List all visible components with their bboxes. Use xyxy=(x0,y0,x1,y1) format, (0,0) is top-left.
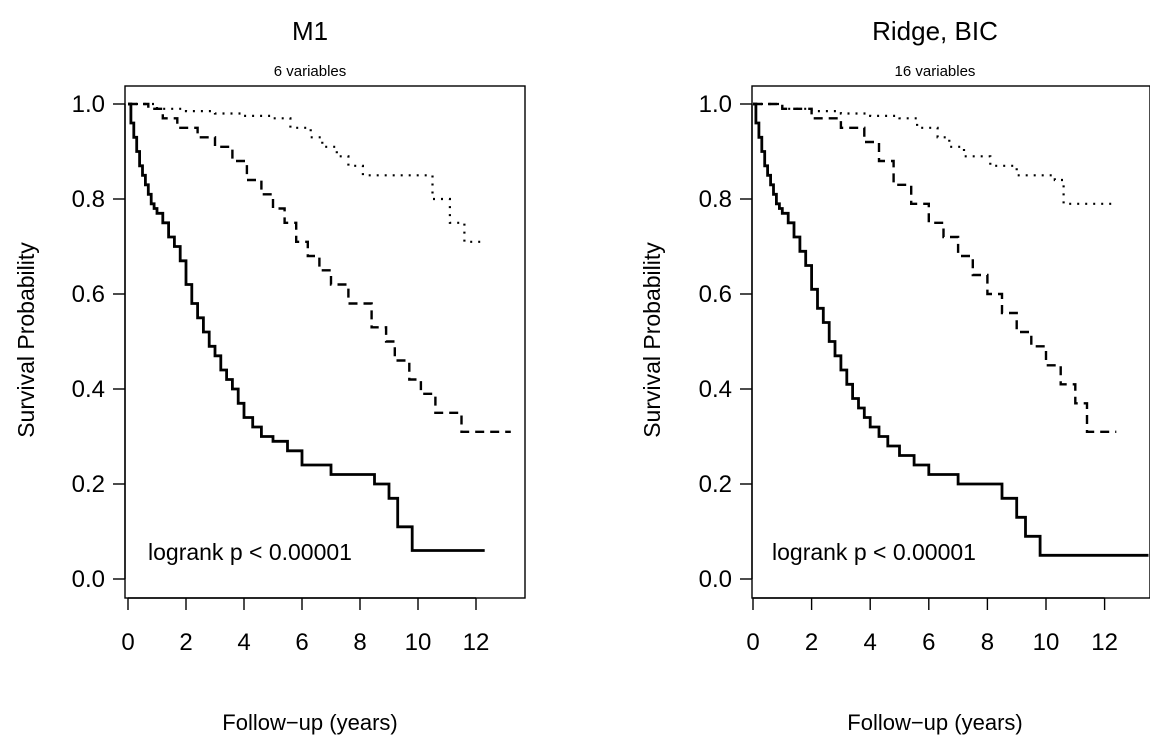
y-tick-label: 1.0 xyxy=(699,91,732,118)
x-axis-label: Follow−up (years) xyxy=(222,710,397,735)
y-tick-label: 0.8 xyxy=(72,186,105,213)
panel-ridge-bic: Ridge, BIC 16 variables Survival Probabi… xyxy=(639,16,1150,735)
x-tick-label: 8 xyxy=(353,629,366,656)
y-tick-label: 0.6 xyxy=(72,281,105,308)
series-layer xyxy=(753,102,1149,557)
x-tick-label: 4 xyxy=(237,629,250,656)
y-tick-label: 0.6 xyxy=(699,281,732,308)
x-axis-label: Follow−up (years) xyxy=(847,710,1022,735)
y-tick-label: 0.4 xyxy=(72,376,105,403)
x-tick-label: 8 xyxy=(981,629,994,656)
x-tick-label: 0 xyxy=(121,629,134,656)
y-tick-label: 0.2 xyxy=(72,471,105,498)
y-tick-label: 0.2 xyxy=(699,471,732,498)
panel-subtitle: 6 variables xyxy=(274,63,347,80)
x-tick-label: 12 xyxy=(463,629,490,656)
x-tick-label: 4 xyxy=(864,629,877,656)
y-axis-label: Survival Probability xyxy=(13,242,39,438)
x-tick-label: 12 xyxy=(1091,629,1118,656)
panel-title: Ridge, BIC xyxy=(872,16,998,46)
survival-curve-solid xyxy=(128,102,485,552)
x-tick-label: 2 xyxy=(179,629,192,656)
y-tick-label: 1.0 xyxy=(72,91,105,118)
plot-frame xyxy=(124,85,526,599)
survival-curve-dashed xyxy=(753,102,1117,433)
panel-title: M1 xyxy=(292,16,328,46)
logrank-annotation: logrank p < 0.00001 xyxy=(148,539,352,565)
panel-subtitle: 16 variables xyxy=(895,63,976,80)
y-axis-label: Survival Probability xyxy=(639,242,665,438)
logrank-annotation: logrank p < 0.00001 xyxy=(772,539,976,565)
survival-curve-dotted xyxy=(753,102,1117,205)
x-tick-label: 2 xyxy=(805,629,818,656)
survival-curve-solid xyxy=(753,102,1149,557)
x-tick-label: 0 xyxy=(746,629,759,656)
panel-m1: M1 6 variables Survival Probability Foll… xyxy=(13,16,526,735)
survival-curve-dashed xyxy=(128,102,511,433)
x-tick-label: 6 xyxy=(295,629,308,656)
series-layer xyxy=(128,102,511,552)
plot-frame xyxy=(751,85,1150,599)
survival-curve-dotted xyxy=(128,102,485,243)
y-tick-label: 0.8 xyxy=(699,186,732,213)
x-tick-label: 10 xyxy=(1033,629,1060,656)
y-tick-label: 0.0 xyxy=(72,566,105,593)
x-tick-label: 6 xyxy=(922,629,935,656)
axes: 0 2 4 6 8 10 12 0.0 0.2 0.4 0.6 0.8 1.0 xyxy=(699,91,1118,656)
x-tick-label: 10 xyxy=(405,629,432,656)
axes: 0 2 4 6 8 10 12 0.0 0.2 0.4 0.6 0.8 1.0 xyxy=(72,91,490,656)
y-tick-label: 0.0 xyxy=(699,566,732,593)
y-tick-label: 0.4 xyxy=(699,376,732,403)
